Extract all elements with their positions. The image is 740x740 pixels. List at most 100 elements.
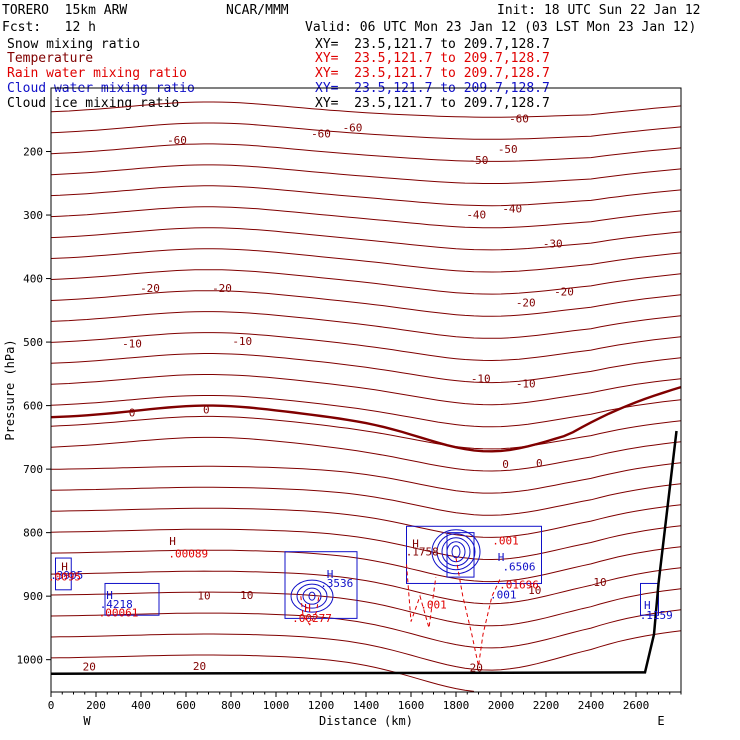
max-value-label: .1159 (640, 609, 673, 622)
terrain-line (50, 430, 678, 675)
rain-contours (300, 557, 502, 667)
forecast-hour: Fcst: 12 h (2, 20, 96, 35)
x-tick-label: 400 (131, 699, 151, 712)
isotherm-label: 0 (129, 407, 136, 420)
isotherm-label: -20 (212, 282, 232, 295)
freezing-level-line (50, 385, 682, 453)
y-tick-label: 600 (23, 400, 43, 413)
cloud-water-contour (302, 587, 322, 605)
max-value-label: .1758 (406, 546, 439, 559)
isotherm-line (50, 462, 682, 494)
max-value-label: .3905 (50, 569, 83, 582)
isotherm-label: -60 (509, 112, 529, 125)
field-xy-rain: XY= 23.5,121.7 to 209.7,128.7 (315, 66, 550, 81)
max-value-label: .4218 (100, 598, 133, 611)
max-value-label: H (169, 535, 176, 548)
center-title: NCAR/MMM (226, 3, 289, 18)
max-value-label: .00277 (292, 612, 332, 625)
x-tick-label: 1000 (263, 699, 290, 712)
x-tick-label: 600 (176, 699, 196, 712)
max-value-label: .6506 (502, 560, 535, 573)
cloud-water-contour (55, 557, 72, 591)
cloud-water-contour (104, 582, 160, 616)
west-label: W (83, 714, 91, 728)
rain-contour (455, 557, 502, 667)
cloud-water-contour (296, 583, 328, 609)
cloud-water-contour (406, 525, 542, 584)
isotherm-label: -10 (471, 372, 491, 385)
freezing-level-contour (50, 385, 682, 453)
isotherm-line (50, 567, 682, 605)
x-tick-label: 2200 (533, 699, 560, 712)
y-tick-label: 1000 (17, 654, 44, 667)
isotherm-line (50, 546, 682, 583)
east-label: E (657, 714, 664, 728)
isotherm-line (50, 436, 682, 472)
isotherm-label: 20 (470, 661, 483, 674)
isotherm-label: 10 (240, 589, 253, 602)
isotherm-line (50, 353, 682, 384)
x-tick-label: 2600 (623, 699, 650, 712)
x-tick-label: 2400 (578, 699, 605, 712)
cloud-water-contours (55, 525, 659, 619)
field-name-temperature: Temperature (7, 51, 94, 66)
isotherm-line (50, 395, 682, 428)
axes: 0 200 400 600 800 1000 1200 1400 1600 1800 2000 220… (3, 146, 682, 728)
isotherm-line (50, 525, 682, 561)
field-name-snow: Snow mixing ratio (7, 37, 141, 52)
max-value-label: H (412, 537, 419, 550)
isotherm-line (50, 654, 475, 692)
field-name-cloud-water: Cloud water mixing ratio (7, 81, 195, 96)
max-value-label: H (106, 589, 113, 602)
cloud-water-contour (640, 582, 659, 616)
isotherm-label: 10 (528, 584, 541, 597)
y-tick-label: 500 (23, 336, 43, 349)
max-value-label: .001 (420, 598, 447, 611)
cloud-water-contour (284, 551, 358, 619)
isotherm-line (50, 290, 682, 317)
isotherm-line (50, 415, 682, 450)
isotherm-label: -50 (498, 143, 518, 156)
contour-labels: -60 -60 -60 -60 -50 -50 -40 -40 -30 -20 -20 -20 -20 -… (48, 112, 673, 674)
isotherm-line (50, 609, 682, 649)
isotherm-line (50, 122, 682, 140)
y-tick-label: 700 (23, 463, 43, 476)
isotherm-line (50, 588, 682, 627)
init-time: Init: 18 UTC Sun 22 Jan 12 (497, 3, 701, 18)
y-tick-label: 200 (23, 146, 43, 159)
rain-contour (300, 596, 320, 626)
cloud-water-contour (290, 579, 334, 613)
isotherm-label: -40 (466, 208, 486, 221)
isotherm-label: -10 (122, 337, 142, 350)
isotherm-label: 10 (197, 590, 210, 603)
isotherm-label: -20 (516, 297, 536, 310)
cloud-water-contour (451, 545, 461, 559)
max-value-label: .01696 (499, 579, 539, 592)
x-axis-label: Distance (km) (319, 714, 413, 728)
max-value-label: .001 (490, 588, 517, 601)
max-value-label: H (644, 599, 651, 612)
field-xy-temperature: XY= 23.5,121.7 to 209.7,128.7 (315, 51, 550, 66)
y-tick-label: 800 (23, 527, 43, 540)
field-name-rain: Rain water mixing ratio (7, 66, 188, 81)
max-value-label: .0095 (48, 570, 81, 583)
isotherm-label: 10 (593, 576, 606, 589)
isotherm-label: -60 (343, 121, 363, 134)
field-xy-snow: XY= 23.5,121.7 to 209.7,128.7 (315, 37, 550, 52)
temperature-contours (50, 101, 682, 692)
isotherm-line (50, 206, 682, 229)
x-tick-label: 1800 (443, 699, 470, 712)
isotherm-line (50, 227, 682, 251)
isotherm-label: -10 (232, 335, 252, 348)
y-tick-label: 300 (23, 209, 43, 222)
max-value-label: .3536 (320, 577, 353, 590)
isotherm-line (50, 164, 682, 184)
field-xy-cloud-ice: XY= 23.5,121.7 to 209.7,128.7 (315, 96, 550, 111)
isotherm-line (50, 101, 682, 118)
isotherm-label: -40 (502, 203, 522, 216)
cloud-water-contour (308, 591, 316, 601)
isotherm-label: -20 (554, 285, 574, 298)
x-tick-label: 1200 (308, 699, 335, 712)
isotherm-line (50, 332, 682, 362)
cloud-water-contour (436, 533, 476, 571)
